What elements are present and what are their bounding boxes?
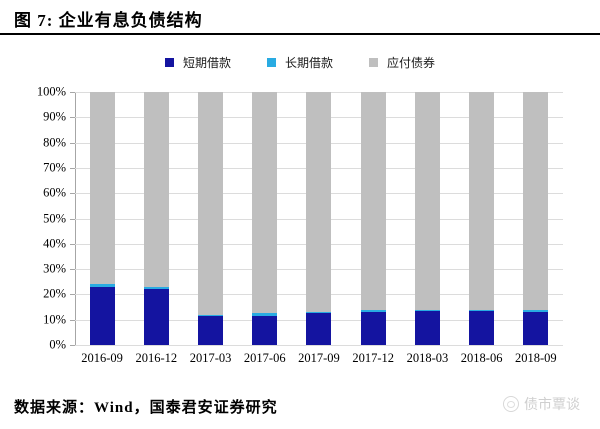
x-tick-label: 2018-03	[406, 351, 449, 365]
legend-item-1: 长期借款	[266, 54, 333, 71]
plot-area	[75, 91, 563, 346]
bar-stack	[198, 92, 224, 345]
bar-segment-长期借款	[89, 284, 115, 287]
figure-title: 图 7: 企业有息负债结构	[14, 11, 203, 30]
y-tick-label: 50%	[43, 211, 66, 225]
watermark-label: 债市覃谈	[524, 398, 580, 413]
bar-segment-应付债券	[198, 92, 224, 315]
bar-segment-长期借款	[198, 314, 224, 316]
bar-segment-短期借款	[89, 286, 115, 345]
bar-stack	[469, 91, 495, 345]
bar-segment-长期借款	[469, 309, 495, 311]
bar-segment-长期借款	[306, 312, 332, 314]
bar-segment-应付债券	[306, 92, 332, 313]
bar-stack	[414, 91, 440, 345]
x-tick-label: 2017-12	[352, 351, 395, 365]
bar-segment-长期借款	[143, 286, 169, 290]
y-tick-label: 0%	[49, 337, 66, 352]
bar-segment-短期借款	[469, 310, 495, 345]
y-tick-mark	[70, 117, 75, 119]
bar-segment-短期借款	[198, 315, 224, 345]
bar-segment-应付债券	[252, 92, 278, 314]
y-tick-mark	[70, 193, 75, 195]
bar-segment-应付债券	[143, 92, 169, 287]
bar-slot-2016-09	[75, 92, 129, 345]
x-tick-label: 2017-09	[298, 351, 340, 365]
bar-stack	[143, 92, 169, 345]
x-tick-label: 2017-03	[189, 351, 232, 365]
bar-slot-2018-03	[400, 91, 454, 345]
bar-slot-2018-09	[509, 92, 563, 345]
title-underline	[0, 33, 600, 35]
x-tick-label: 2018-09	[515, 351, 557, 365]
bar-segment-短期借款	[523, 312, 549, 345]
y-tick-mark	[70, 243, 75, 245]
legend-label: 应付债券	[387, 56, 436, 70]
bar-segment-长期借款	[523, 309, 549, 313]
bar-stack	[360, 92, 386, 345]
y-tick-mark	[70, 269, 75, 271]
x-tick-label: 2017-06	[243, 351, 286, 365]
bar-slot-2016-12	[129, 92, 183, 345]
bar-series	[75, 91, 563, 345]
bar-segment-短期借款	[143, 289, 169, 345]
y-tick-label: 80%	[43, 135, 66, 150]
x-axis-labels: 2016-09 2016-12 2017-03 2017-06 2017-09 2017-…	[75, 351, 563, 366]
y-tick-label: 10%	[43, 312, 66, 327]
brand-logo-icon	[503, 396, 519, 412]
bar-segment-长期借款	[360, 309, 386, 313]
bar-stack	[252, 92, 278, 345]
y-tick-label: 30%	[43, 261, 66, 276]
chart-legend: 短期借款 长期借款 应付债券	[0, 54, 600, 71]
bar-slot-2018-06	[455, 91, 509, 345]
bar-slot-2017-03	[183, 92, 237, 345]
bar-slot-2017-06	[238, 92, 292, 345]
y-tick-mark	[70, 218, 75, 220]
bar-segment-短期借款	[360, 312, 386, 345]
bar-segment-短期借款	[252, 315, 278, 345]
legend-swatch-icon	[266, 58, 276, 67]
bar-slot-2017-12	[346, 92, 400, 345]
y-tick-label: 100%	[36, 84, 66, 99]
y-tick-mark	[70, 319, 75, 321]
y-tick-mark	[70, 167, 75, 169]
y-tick-label: 40%	[43, 236, 66, 251]
y-tick-mark	[70, 92, 75, 93]
bar-segment-应付债券	[523, 92, 549, 310]
legend-swatch-icon	[369, 58, 378, 67]
bar-slot-2017-09	[292, 92, 346, 345]
bar-segment-长期借款	[252, 313, 278, 316]
legend-label: 短期借款	[182, 56, 231, 70]
bar-segment-长期借款	[414, 309, 440, 311]
legend-item-0: 短期借款	[164, 54, 231, 71]
legend-item-2: 应付债券	[369, 54, 435, 71]
y-tick-mark	[70, 294, 75, 296]
y-tick-label: 90%	[43, 109, 66, 124]
x-tick-label: 2018-06	[460, 351, 503, 365]
bar-segment-应付债券	[414, 91, 440, 310]
bar-segment-应付债券	[89, 92, 115, 285]
x-tick-label: 2016-09	[81, 351, 123, 365]
bar-segment-应付债券	[360, 92, 386, 310]
legend-swatch-icon	[164, 58, 174, 67]
bar-segment-短期借款	[414, 310, 440, 345]
y-tick-label: 70%	[43, 160, 66, 175]
gridline	[75, 345, 563, 346]
data-source-note: 数据来源：Wind，国泰君安证券研究	[14, 400, 278, 416]
bar-stack	[89, 92, 115, 345]
y-tick-mark	[70, 345, 75, 346]
bar-segment-应付债券	[469, 91, 495, 310]
watermark: 债市覃谈	[503, 394, 580, 414]
bar-stack	[306, 92, 332, 345]
bar-segment-短期借款	[306, 313, 332, 345]
x-tick-label: 2016-12	[135, 351, 178, 365]
bar-stack	[523, 92, 549, 345]
y-tick-mark	[70, 142, 75, 144]
y-tick-label: 60%	[43, 185, 66, 200]
y-tick-label: 20%	[43, 286, 66, 301]
legend-label: 长期借款	[284, 56, 333, 70]
